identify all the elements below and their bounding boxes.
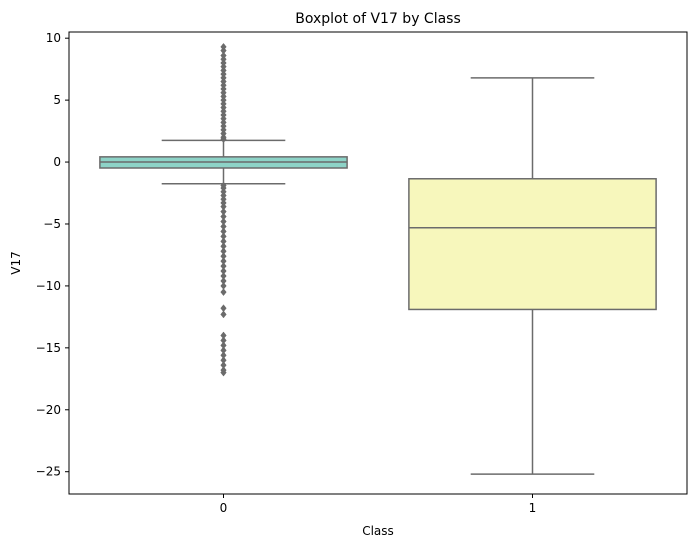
x-tick-label: 1 [529,501,537,515]
y-tick-label: −20 [36,403,61,417]
outlier-point [220,310,227,319]
x-tick-label: 0 [220,501,228,515]
y-axis-label: V17 [9,251,23,274]
box-group-1 [408,77,657,475]
y-tick-label: 0 [53,155,61,169]
y-tick-label: −5 [43,217,61,231]
chart-title: Boxplot of V17 by Class [295,11,461,27]
plot-area [99,42,657,475]
x-axis-label: Class [362,524,394,538]
y-tick-label: −15 [36,341,61,355]
box-iqr [408,178,657,311]
y-tick-label: 5 [53,93,61,107]
y-tick-label: −10 [36,279,61,293]
y-tick-label: −25 [36,465,61,479]
box-group-0 [99,42,348,377]
outlier-point [220,288,227,297]
outlier-point [220,368,227,377]
y-axis: 10 5 0 −5 −10 −15 −20 −25 [36,31,69,479]
y-tick-label: 10 [46,31,61,45]
plot-frame [68,31,688,495]
outlier-point [220,135,227,144]
